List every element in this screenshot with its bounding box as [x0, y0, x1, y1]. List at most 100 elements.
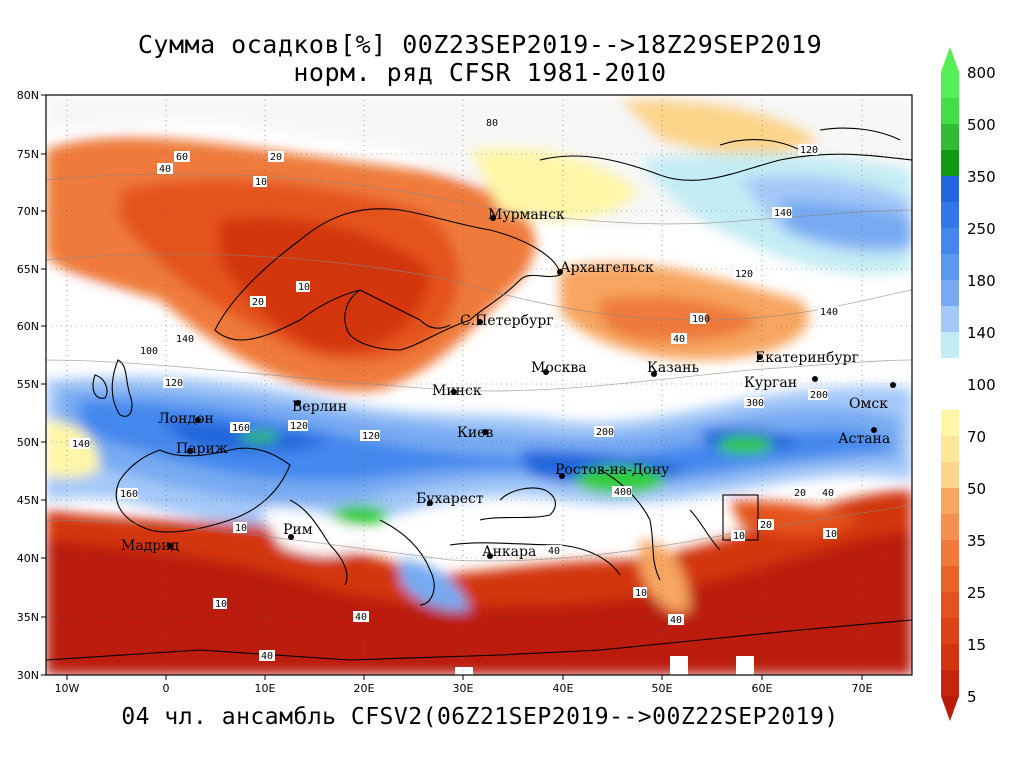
x-tick-label: 70E — [852, 682, 873, 695]
contour-label-text: 400 — [614, 487, 632, 498]
colorbar-label: 5 — [967, 688, 977, 706]
contour-label: 120 — [288, 420, 308, 432]
contour-label: 200 — [808, 389, 828, 401]
contour-label-text: 10 — [235, 523, 247, 534]
contour-label-text: 60 — [176, 152, 188, 163]
y-tick-label: 30N — [17, 669, 39, 682]
colorbar-segment — [941, 280, 959, 306]
contour-label-text: 20 — [794, 488, 806, 499]
city-marker — [167, 543, 173, 549]
colorbar-segment — [941, 462, 959, 488]
contour-label: 160 — [118, 488, 138, 500]
colorbar-label: 50 — [967, 480, 986, 498]
city-marker — [477, 319, 483, 325]
contour-label-text: 10 — [635, 588, 647, 599]
colorbar-label: 500 — [967, 116, 996, 134]
city-marker — [288, 534, 294, 540]
city-marker — [195, 417, 201, 423]
contour-label: 10 — [823, 528, 837, 540]
colorbar-segment — [941, 410, 959, 436]
contour-label: 40 — [353, 611, 369, 623]
x-tick-label: 40E — [553, 682, 574, 695]
contour-label-text: 40 — [673, 334, 685, 345]
colorbar-segment — [941, 228, 959, 254]
contour-label-text: 140 — [176, 334, 194, 345]
colorbar-label: 140 — [967, 324, 996, 342]
contour-label-text: 160 — [232, 423, 250, 434]
city-marker — [187, 448, 193, 454]
city-marker — [812, 376, 818, 382]
city-marker — [871, 427, 877, 433]
y-tick-label: 45N — [17, 494, 39, 507]
y-tick-label: 60N — [17, 320, 39, 333]
contour-label-text: 10 — [298, 282, 310, 293]
contour-label-text: 140 — [774, 208, 792, 219]
city-label-murmansk: Мурманск — [488, 207, 565, 223]
colorbar-label: 180 — [967, 272, 996, 290]
contour-label-text: 10 — [733, 531, 745, 542]
contour-label-text: 140 — [72, 439, 90, 450]
colorbar-segment — [941, 540, 959, 566]
contour-label: 10 — [253, 176, 267, 188]
contour-label: 200 — [594, 426, 614, 438]
x-tick-label: 10E — [255, 682, 276, 695]
contour-label-text: 20 — [760, 520, 772, 531]
colorbar-label: 250 — [967, 220, 996, 238]
contour-label-text: 120 — [735, 269, 753, 280]
contour-label-text: 40 — [159, 164, 171, 175]
colorbar-label: 100 — [967, 376, 996, 394]
city-label-bucharest: Бухарест — [416, 491, 484, 507]
colorbar-label: 70 — [967, 428, 986, 446]
contour-label-text: 20 — [270, 152, 282, 163]
colorbar-segment — [941, 176, 959, 202]
colorbar-segment — [941, 150, 959, 176]
colorbar-segment — [941, 254, 959, 280]
colorbar-segment — [941, 332, 959, 358]
contour-label: 100 — [138, 345, 158, 357]
contour-label: 120 — [798, 144, 818, 156]
precip-field — [46, 95, 912, 675]
contour-label-text: 120 — [362, 431, 380, 442]
city-label-madrid: Мадрид — [121, 538, 180, 554]
contour-label: 10 — [213, 598, 227, 610]
colorbar-top-arrow — [941, 47, 959, 72]
city-marker — [543, 369, 549, 375]
city-label-moscow: Москва — [531, 360, 587, 376]
contour-label: 400 — [612, 486, 632, 498]
contour-label-text: 40 — [548, 546, 560, 557]
contour-label: 10 — [731, 530, 745, 542]
city-labels: Мурманск Архангельск С.Петербург Москва … — [121, 207, 896, 560]
colorbar-segment — [941, 514, 959, 540]
city-marker — [427, 500, 433, 506]
contour-label-text: 160 — [120, 489, 138, 500]
city-marker — [890, 382, 896, 388]
x-axis-labels: 10W 0 10E 20E 30E 40E 50E 60E 70E — [55, 682, 873, 695]
ensemble-footer: 04 чл. ансамбль CFSV2(06Z21SEP2019-->00Z… — [121, 704, 839, 730]
contour-lines — [46, 173, 912, 562]
city-label-ankara: Анкара — [482, 544, 536, 560]
contour-label-text: 10 — [825, 529, 837, 540]
colorbar-segment — [941, 306, 959, 332]
contour-label-text: 120 — [165, 378, 183, 389]
contour-label-text: 40 — [261, 651, 273, 662]
contour-label: 40 — [671, 333, 687, 345]
contour-label: 40 — [157, 163, 173, 175]
contour-label-text: 20 — [252, 297, 264, 308]
colorbar-segment — [941, 436, 959, 462]
x-tick-label: 20E — [354, 682, 375, 695]
city-label-rome: Рим — [283, 522, 313, 538]
contour-label: 140 — [70, 438, 90, 450]
y-tick-label: 75N — [17, 148, 39, 161]
contour-label: 10 — [233, 522, 247, 534]
contour-label: 140 — [772, 207, 792, 219]
contour-label: 120 — [360, 430, 380, 442]
city-label-st-petersburg: С.Петербург — [460, 313, 554, 329]
contour-label-text: 200 — [596, 427, 614, 438]
contour-label: 120 — [163, 377, 183, 389]
contour-label-text: 80 — [486, 118, 498, 129]
contour-label: 40 — [820, 487, 836, 499]
contour-label-text: 140 — [820, 307, 838, 318]
colorbar-segment — [941, 124, 959, 150]
contour-label: 20 — [758, 519, 774, 531]
colorbar-segment — [941, 618, 959, 644]
